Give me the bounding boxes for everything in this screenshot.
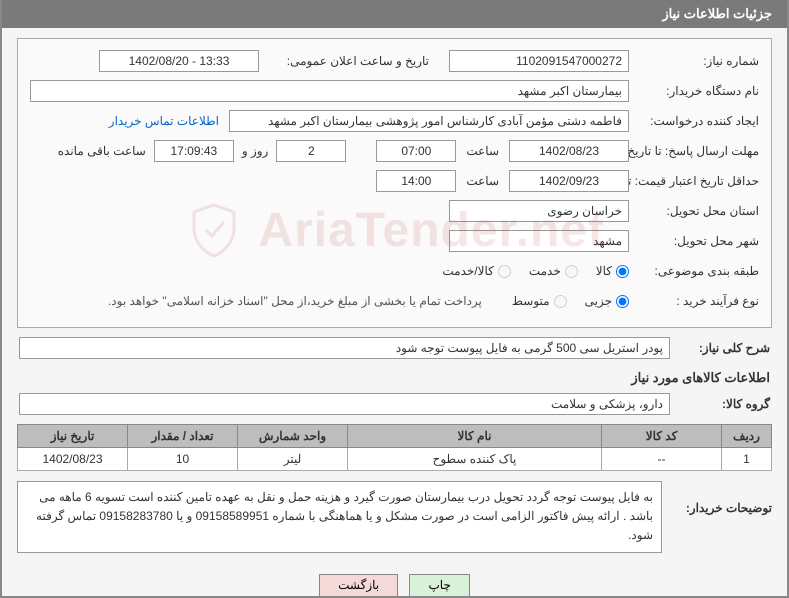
cell-row: 1 bbox=[722, 448, 772, 471]
th-unit: واحد شمارش bbox=[238, 425, 348, 448]
back-button[interactable]: بازگشت bbox=[319, 574, 398, 597]
category-radio-group: کالا خدمت کالا/خدمت bbox=[442, 264, 629, 278]
requester-value: فاطمه دشتی مؤمن آبادی کارشناس امور پژوهش… bbox=[229, 110, 629, 132]
cell-code: -- bbox=[602, 448, 722, 471]
process-radio-group: جزیی متوسط bbox=[512, 294, 629, 308]
panel-header: جزئیات اطلاعات نیاز bbox=[2, 0, 787, 28]
remain-label: ساعت باقی مانده bbox=[52, 144, 154, 158]
cell-name: پاک کننده سطوح bbox=[348, 448, 602, 471]
need-number-value: 1102091547000272 bbox=[449, 50, 629, 72]
time-label-1: ساعت bbox=[456, 144, 509, 158]
panel-title: جزئیات اطلاعات نیاز bbox=[662, 6, 772, 21]
remarks-text: به فایل پیوست توجه گردد تحویل درب بیمارس… bbox=[17, 481, 662, 553]
process-label: نوع فرآیند خرید : bbox=[629, 294, 759, 308]
days-remaining: 2 bbox=[276, 140, 346, 162]
city-value: مشهد bbox=[449, 230, 629, 252]
button-row: چاپ بازگشت bbox=[2, 574, 787, 597]
radio-jozi[interactable]: جزیی bbox=[585, 294, 629, 308]
countdown: 17:09:43 bbox=[154, 140, 234, 162]
buyer-contact-link[interactable]: اطلاعات تماس خریدار bbox=[109, 114, 219, 128]
validity-time: 14:00 bbox=[376, 170, 456, 192]
group-label: گروه کالا: bbox=[670, 397, 770, 411]
cell-unit: لیتر bbox=[238, 448, 348, 471]
remarks-label: توضیحات خریدار: bbox=[662, 481, 772, 515]
radio-motavaset[interactable]: متوسط bbox=[512, 294, 567, 308]
announce-label: تاریخ و ساعت اعلان عمومی: bbox=[259, 54, 429, 68]
category-label: طبقه بندی موضوعی: bbox=[629, 264, 759, 278]
city-label: شهر محل تحویل: bbox=[629, 234, 759, 248]
th-name: نام کالا bbox=[348, 425, 602, 448]
cell-qty: 10 bbox=[128, 448, 238, 471]
radio-both[interactable]: کالا/خدمت bbox=[442, 264, 510, 278]
summary-value: پودر استریل سی 500 گرمی به فایل پیوست تو… bbox=[19, 337, 670, 359]
th-row: ردیف bbox=[722, 425, 772, 448]
table-row: 1 -- پاک کننده سطوح لیتر 10 1402/08/23 bbox=[18, 448, 772, 471]
need-number-label: شماره نیاز: bbox=[629, 54, 759, 68]
announce-value: 1402/08/20 - 13:33 bbox=[99, 50, 259, 72]
deadline-time: 07:00 bbox=[376, 140, 456, 162]
requester-label: ایجاد کننده درخواست: bbox=[629, 114, 759, 128]
items-table: ردیف کد کالا نام کالا واحد شمارش تعداد /… bbox=[17, 424, 772, 471]
th-qty: تعداد / مقدار bbox=[128, 425, 238, 448]
payment-note: پرداخت تمام یا بخشی از مبلغ خرید،از محل … bbox=[108, 294, 482, 308]
validity-date: 1402/09/23 bbox=[509, 170, 629, 192]
days-label: روز و bbox=[234, 144, 277, 158]
th-code: کد کالا bbox=[602, 425, 722, 448]
summary-label: شرح کلی نیاز: bbox=[670, 341, 770, 355]
deadline-date: 1402/08/23 bbox=[509, 140, 629, 162]
group-value: دارو، پزشکی و سلامت bbox=[19, 393, 670, 415]
radio-kala[interactable]: کالا bbox=[596, 264, 629, 278]
province-value: خراسان رضوی bbox=[449, 200, 629, 222]
province-label: استان محل تحویل: bbox=[629, 204, 759, 218]
deadline-label: مهلت ارسال پاسخ: تا تاریخ: bbox=[629, 144, 759, 158]
th-date: تاریخ نیاز bbox=[18, 425, 128, 448]
radio-khadmat[interactable]: خدمت bbox=[529, 264, 578, 278]
validity-label: حداقل تاریخ اعتبار قیمت: تا تاریخ: bbox=[629, 174, 759, 188]
time-label-2: ساعت bbox=[456, 174, 509, 188]
cell-date: 1402/08/23 bbox=[18, 448, 128, 471]
org-value: بیمارستان اکبر مشهد bbox=[30, 80, 629, 102]
print-button[interactable]: چاپ bbox=[409, 574, 469, 597]
items-section-title: اطلاعات کالاهای مورد نیاز bbox=[19, 370, 770, 386]
org-label: نام دستگاه خریدار: bbox=[629, 84, 759, 98]
main-form: شماره نیاز: 1102091547000272 تاریخ و ساع… bbox=[17, 38, 772, 328]
